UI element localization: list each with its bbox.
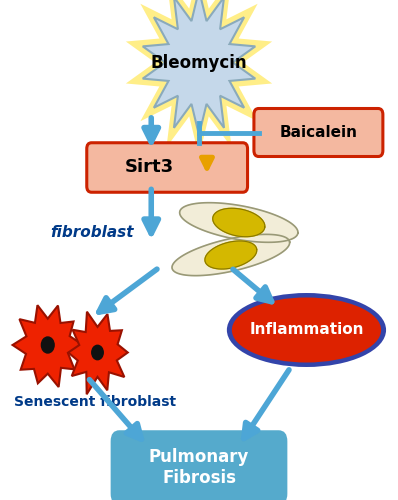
- Ellipse shape: [227, 293, 386, 367]
- Text: Baicalein: Baicalein: [279, 125, 357, 140]
- Text: fibroblast: fibroblast: [50, 225, 133, 240]
- Polygon shape: [205, 241, 257, 269]
- Circle shape: [92, 346, 103, 360]
- Text: Inflammation: Inflammation: [249, 322, 364, 338]
- Circle shape: [41, 337, 54, 353]
- Polygon shape: [68, 312, 128, 394]
- Polygon shape: [13, 305, 83, 387]
- Polygon shape: [172, 234, 290, 276]
- Polygon shape: [143, 0, 255, 135]
- Text: Sirt3: Sirt3: [125, 158, 174, 176]
- Polygon shape: [179, 202, 298, 242]
- FancyBboxPatch shape: [111, 430, 287, 500]
- FancyBboxPatch shape: [87, 143, 248, 192]
- FancyBboxPatch shape: [254, 108, 383, 156]
- Polygon shape: [213, 208, 265, 236]
- Text: Pulmonary
Fibrosis: Pulmonary Fibrosis: [149, 448, 249, 487]
- Polygon shape: [126, 0, 272, 157]
- Text: Bleomycin: Bleomycin: [151, 54, 247, 72]
- Text: Senescent fibroblast: Senescent fibroblast: [14, 396, 177, 409]
- Ellipse shape: [232, 298, 381, 362]
